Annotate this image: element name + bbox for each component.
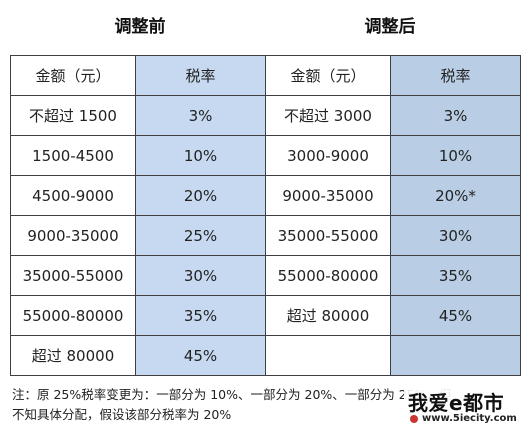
rates-table: 金额（元） 税率 金额（元） 税率 不超过 1500 3% 不超过 3000 3… [10, 55, 521, 376]
table-row: 35000-55000 30% 55000-80000 35% [10, 255, 521, 296]
amount-after-cell: 超过 80000 [265, 295, 391, 336]
amount-before-cell: 超过 80000 [10, 335, 136, 376]
rate-before-cell: 10% [135, 135, 266, 176]
rate-after-cell: 35% [390, 255, 521, 296]
rate-after-cell: 10% [390, 135, 521, 176]
amount-after-cell: 55000-80000 [265, 255, 391, 296]
rate-after-cell: 20%* [390, 175, 521, 216]
amount-after-cell: 35000-55000 [265, 215, 391, 256]
amount-before-cell: 不超过 1500 [10, 95, 136, 136]
rate-after-cell: 30% [390, 215, 521, 256]
table-row: 9000-35000 25% 35000-55000 30% [10, 215, 521, 256]
header-amount-after: 金额（元） [265, 55, 391, 96]
amount-before-cell: 4500-9000 [10, 175, 136, 216]
table-row: 4500-9000 20% 9000-35000 20%* [10, 175, 521, 216]
tax-rate-table: 金额（元） 税率 金额（元） 税率 不超过 1500 3% 不超过 3000 3… [10, 55, 521, 376]
header-rate-before: 税率 [135, 55, 266, 96]
watermark-dot-icon [410, 415, 418, 423]
footnote: 注：原 25%税率变更为：一部分为 10%、一部分为 20%、一部分为 25%，… [12, 385, 522, 425]
rate-after-cell: 45% [390, 295, 521, 336]
rate-before-cell: 45% [135, 335, 266, 376]
amount-before-cell: 1500-4500 [10, 135, 136, 176]
table-row: 不超过 1500 3% 不超过 3000 3% [10, 95, 521, 136]
rate-after-cell [390, 335, 521, 376]
rate-before-cell: 20% [135, 175, 266, 216]
footnote-line: 注：原 25%税率变更为：一部分为 10%、一部分为 20%、一部分为 25%，… [12, 387, 452, 402]
site-watermark: 我爱e都市 www.5iecity.com [404, 386, 528, 428]
header-amount-before: 金额（元） [10, 55, 136, 96]
footnote-line: 不知具体分配，假设该部分税率为 20% [12, 407, 232, 422]
heading-after: 调整后 [364, 17, 416, 37]
watermark-logo-text: 我爱e都市 [408, 391, 505, 415]
rate-before-cell: 3% [135, 95, 266, 136]
heading-before: 调整前 [114, 17, 166, 37]
amount-before-cell: 55000-80000 [10, 295, 136, 336]
amount-after-cell: 9000-35000 [265, 175, 391, 216]
amount-after-cell [265, 335, 391, 376]
rate-after-cell: 3% [390, 95, 521, 136]
table-row: 55000-80000 35% 超过 80000 45% [10, 295, 521, 336]
amount-before-cell: 9000-35000 [10, 215, 136, 256]
amount-before-cell: 35000-55000 [10, 255, 136, 296]
table-header-row: 金额（元） 税率 金额（元） 税率 [10, 55, 521, 96]
watermark-url: www.5iecity.com [422, 413, 517, 424]
rate-before-cell: 35% [135, 295, 266, 336]
table-row: 超过 80000 45% [10, 335, 521, 376]
amount-after-cell: 不超过 3000 [265, 95, 391, 136]
table-row: 1500-4500 10% 3000-9000 10% [10, 135, 521, 176]
header-rate-after: 税率 [390, 55, 521, 96]
amount-after-cell: 3000-9000 [265, 135, 391, 176]
rate-before-cell: 30% [135, 255, 266, 296]
rate-before-cell: 25% [135, 215, 266, 256]
